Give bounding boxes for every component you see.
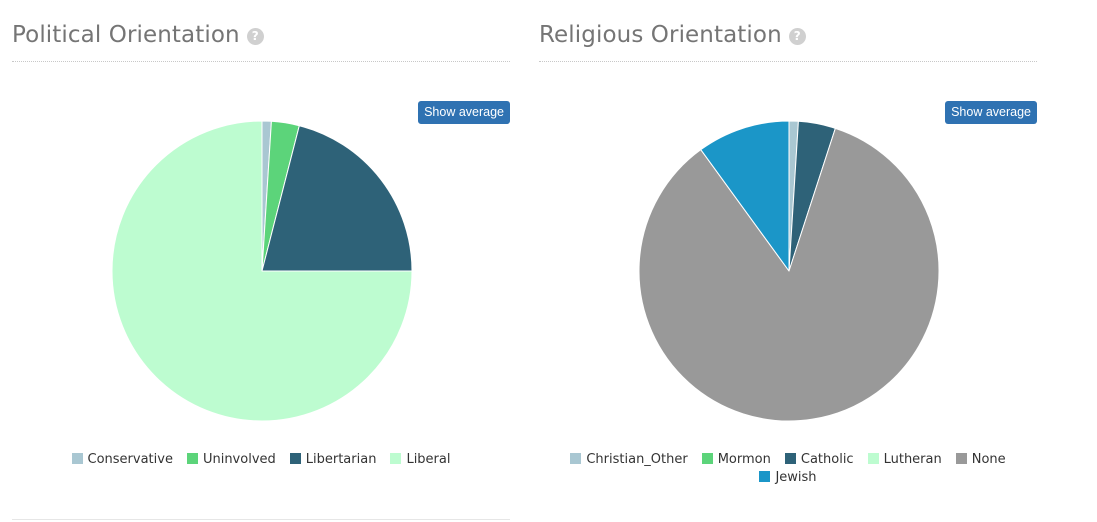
- panel-title: Political Orientation: [12, 22, 240, 48]
- legend-label: Libertarian: [305, 452, 377, 467]
- pie-slice-libertarian[interactable]: [261, 125, 413, 272]
- legend-item-conservative[interactable]: Conservative: [71, 451, 173, 469]
- legend-item-none[interactable]: None: [955, 451, 1006, 469]
- legend-swatch: [71, 453, 83, 464]
- religious-pie-chart: [638, 120, 940, 422]
- legend-item-christian-other[interactable]: Christian_Other: [570, 451, 688, 469]
- legend-swatch: [186, 453, 198, 464]
- legend-swatch: [289, 453, 301, 464]
- title-divider: [539, 61, 1037, 62]
- legend-item-jewish[interactable]: Jewish: [759, 469, 817, 487]
- religious-legend: Christian_Other Mormon Catholic Lutheran Non…: [539, 451, 1037, 487]
- help-icon[interactable]: ?: [246, 27, 264, 45]
- panel-title-row: Political Orientation ?: [12, 18, 264, 52]
- panel-title-row: Religious Orientation ?: [539, 18, 806, 52]
- show-average-button[interactable]: Show average: [945, 101, 1037, 124]
- legend-swatch: [701, 453, 713, 464]
- legend-swatch: [390, 453, 402, 464]
- legend-label: Liberal: [406, 452, 451, 467]
- political-orientation-panel: Political Orientation ? Show average Con…: [12, 0, 510, 522]
- political-pie-chart: [111, 120, 413, 422]
- legend-item-uninvolved[interactable]: Uninvolved: [186, 451, 276, 469]
- religious-orientation-panel: Religious Orientation ? Show average Chr…: [539, 0, 1037, 522]
- show-average-button[interactable]: Show average: [418, 101, 510, 124]
- legend-swatch: [784, 453, 796, 464]
- panel-title: Religious Orientation: [539, 22, 782, 48]
- legend-label: Conservative: [87, 452, 173, 467]
- pie-slice-jewish[interactable]: [700, 120, 790, 272]
- legend-label: Mormon: [717, 452, 771, 467]
- legend-label: Christian_Other: [586, 452, 688, 467]
- legend-label: Catholic: [800, 452, 854, 467]
- help-icon[interactable]: ?: [788, 27, 806, 45]
- pie-slice-none[interactable]: [638, 127, 940, 422]
- legend-item-mormon[interactable]: Mormon: [701, 451, 771, 469]
- legend-label: Uninvolved: [202, 452, 276, 467]
- legend-item-lutheran[interactable]: Lutheran: [867, 451, 942, 469]
- political-legend: Conservative Uninvolved Libertarian Liberal: [12, 451, 510, 469]
- legend-swatch: [955, 453, 967, 464]
- bottom-divider: [12, 519, 510, 520]
- legend-swatch: [570, 453, 582, 464]
- legend-item-libertarian[interactable]: Libertarian: [289, 451, 377, 469]
- legend-label: Lutheran: [883, 452, 942, 467]
- pie-slice-liberal[interactable]: [111, 120, 413, 422]
- legend-item-catholic[interactable]: Catholic: [784, 451, 854, 469]
- legend-label: Jewish: [775, 470, 817, 485]
- legend-label: None: [971, 452, 1006, 467]
- legend-swatch: [867, 453, 879, 464]
- legend-swatch: [759, 471, 771, 482]
- legend-item-liberal[interactable]: Liberal: [390, 451, 450, 469]
- title-divider: [12, 61, 510, 62]
